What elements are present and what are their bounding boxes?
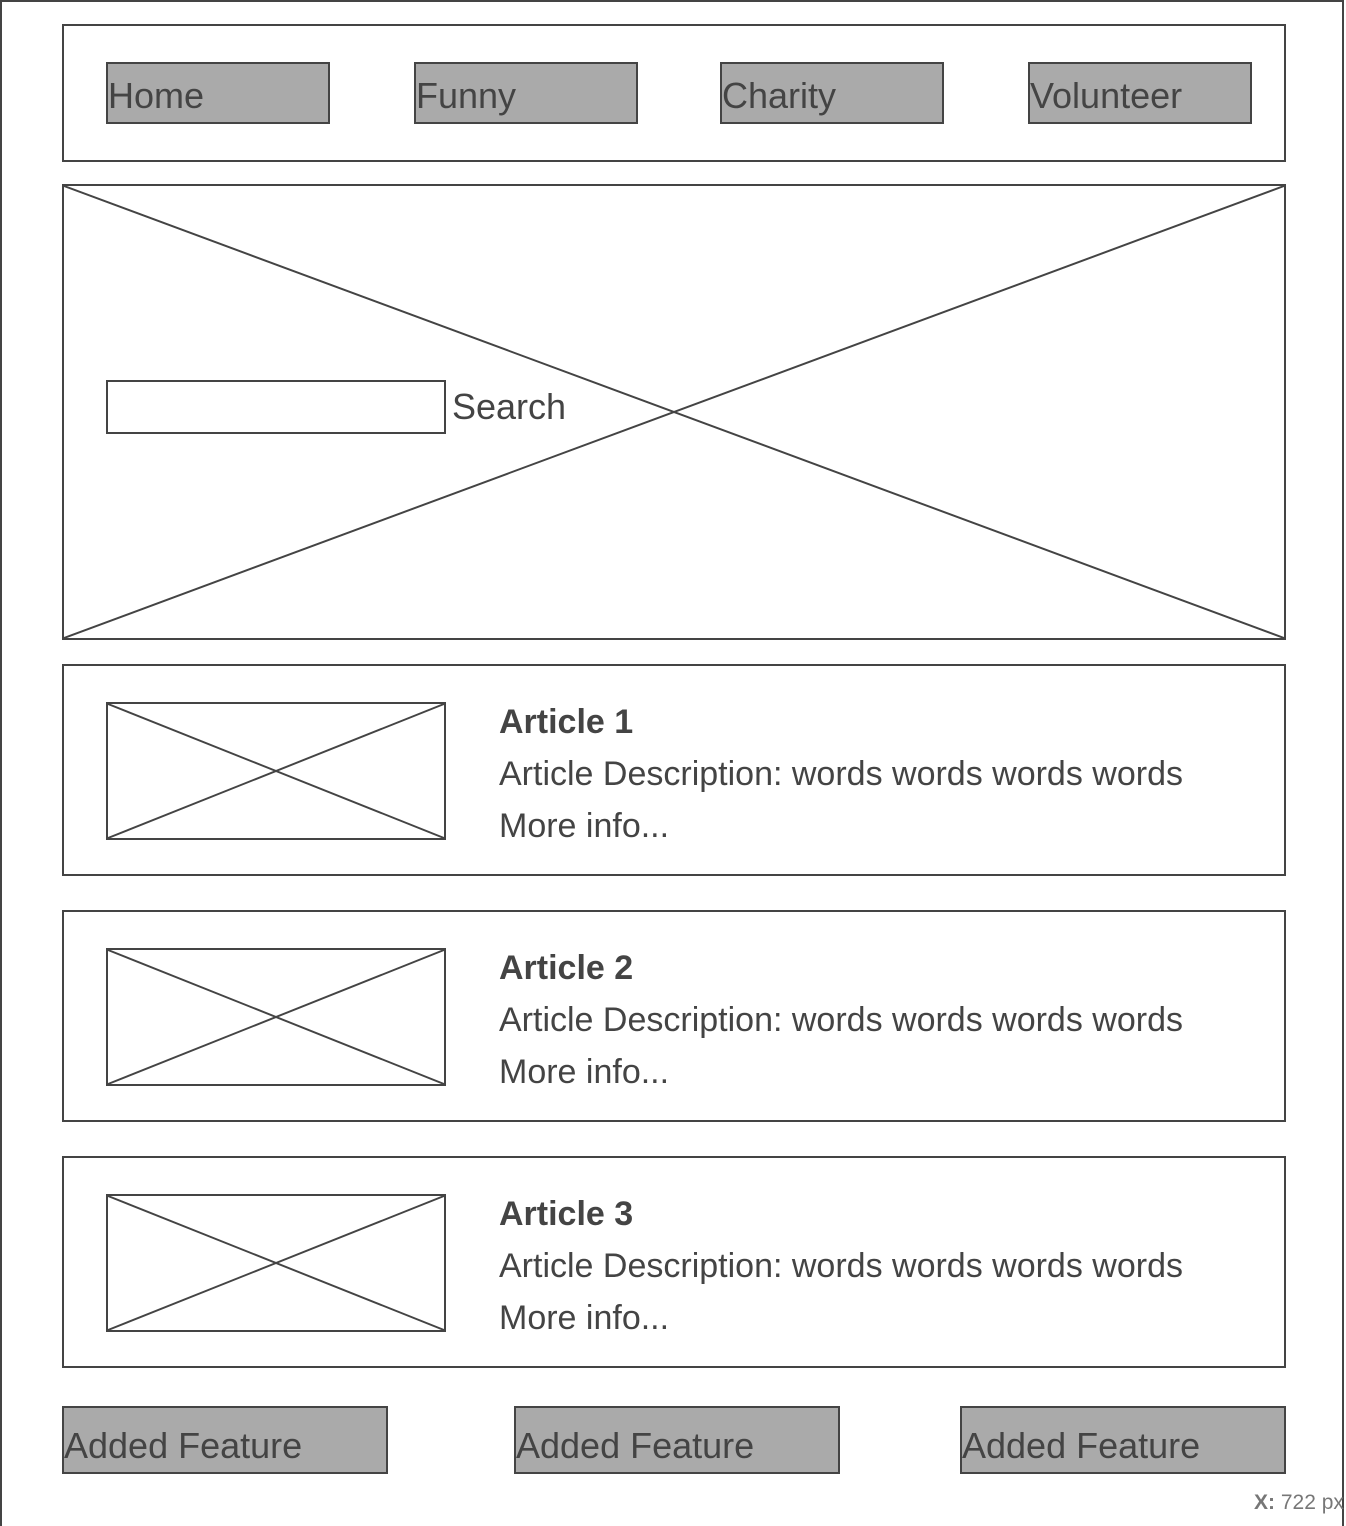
image-placeholder-icon — [108, 950, 444, 1084]
search-input[interactable] — [106, 380, 446, 434]
image-placeholder-icon — [64, 186, 1284, 638]
more-info-link[interactable]: More info... — [499, 1053, 670, 1091]
article-description: Article Description: words words words w… — [499, 755, 1183, 793]
article-title[interactable]: Article 3 — [499, 1195, 634, 1233]
added-feature-button[interactable]: Added Feature — [62, 1406, 388, 1474]
coordinate-label: X: — [1254, 1491, 1275, 1514]
added-feature-button[interactable]: Added Feature — [514, 1406, 840, 1474]
coordinate-readout: X: 722 px — [1254, 1491, 1346, 1515]
nav-home-button[interactable]: Home — [106, 62, 330, 124]
article-thumbnail — [106, 1194, 446, 1332]
search-button[interactable]: Search — [452, 386, 567, 427]
article-title[interactable]: Article 2 — [499, 949, 634, 987]
article-thumbnail — [106, 948, 446, 1086]
article-thumbnail — [106, 702, 446, 840]
article-card — [62, 910, 1286, 1122]
nav-charity-button[interactable]: Charity — [720, 62, 944, 124]
more-info-link[interactable]: More info... — [499, 807, 670, 845]
article-description: Article Description: words words words w… — [499, 1247, 1183, 1285]
more-info-link[interactable]: More info... — [499, 1299, 670, 1337]
coordinate-value: 722 px — [1280, 1491, 1344, 1514]
nav-volunteer-button[interactable]: Volunteer — [1028, 62, 1252, 124]
article-title[interactable]: Article 1 — [499, 703, 634, 741]
added-feature-button[interactable]: Added Feature — [960, 1406, 1286, 1474]
article-description: Article Description: words words words w… — [499, 1001, 1183, 1039]
image-placeholder-icon — [108, 1196, 444, 1330]
nav-funny-button[interactable]: Funny — [414, 62, 638, 124]
image-placeholder-icon — [108, 704, 444, 838]
